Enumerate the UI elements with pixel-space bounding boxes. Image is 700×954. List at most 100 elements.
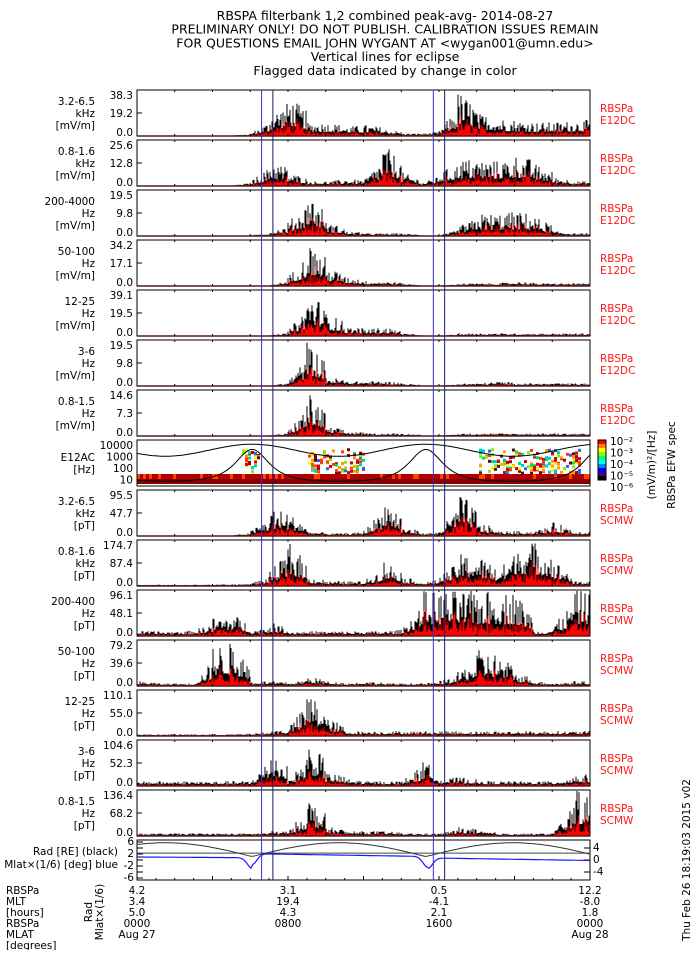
y-tick-label: 2 — [127, 848, 134, 860]
y-tick-label: 4 — [593, 842, 600, 854]
y-tick-label: 9.8 — [116, 208, 133, 220]
spectrogram-cell — [308, 474, 311, 480]
y-axis-label: 0.8-1.6 — [58, 146, 96, 158]
colorbar-tick-label: 10⁻² — [610, 436, 633, 448]
y-tick-label: 174.7 — [103, 540, 133, 552]
spectrogram-cell — [515, 474, 518, 480]
spectrogram-cell — [311, 474, 314, 480]
spectrogram-cell — [248, 451, 251, 455]
spectrogram-cell — [317, 474, 320, 480]
spectrogram-cell — [524, 467, 527, 471]
spectrogram-cell — [323, 451, 326, 455]
spectrogram-cell — [578, 468, 581, 472]
panel-frame — [136, 689, 591, 737]
spectrogram-cell — [530, 462, 533, 466]
spectrogram-cell — [551, 464, 554, 468]
peak-trace — [136, 342, 590, 387]
spectrogram-cell — [488, 454, 491, 458]
y-tick-label: 0.0 — [116, 327, 133, 339]
spectrogram-cell — [152, 474, 155, 480]
y-axis-label: 12-25 — [64, 696, 95, 708]
peak-trace — [136, 643, 590, 687]
colorbar-swatch — [598, 456, 606, 460]
spectrogram-cell — [494, 474, 497, 480]
side-label: Rad — [83, 902, 95, 922]
spectrogram-cell — [566, 452, 569, 456]
title-line: PRELIMINARY ONLY! DO NOT PUBLISH. CALIBR… — [171, 22, 598, 37]
y-tick-label: 19.2 — [110, 108, 133, 120]
spectrogram-cell — [557, 466, 560, 470]
spectrogram-cell — [506, 468, 509, 472]
spectrogram-cell — [485, 455, 488, 459]
spectrogram-cell — [263, 474, 266, 480]
spectrogram-cell — [572, 458, 575, 462]
y-axis-label: 3.2-6.5 — [58, 496, 95, 508]
y-tick-label: 95.5 — [110, 490, 133, 502]
spectrogram-cell — [158, 474, 161, 480]
spectrogram-cell — [311, 467, 314, 471]
y-tick-label: 6 — [127, 836, 134, 848]
spectrogram-cell — [347, 448, 350, 452]
y-tick-label: 12.8 — [110, 158, 133, 170]
y-axis-label: [mV/m] — [56, 170, 95, 182]
y-axis-label: Hz — [82, 808, 96, 820]
spectrogram-cell — [257, 456, 260, 460]
y-axis-label: kHz — [76, 108, 96, 120]
y-tick-label: 0.0 — [116, 777, 133, 789]
spectrogram-cell — [542, 465, 545, 469]
spectrogram-cell — [542, 463, 545, 467]
spectrogram-cell — [278, 474, 281, 480]
spectrogram-cell — [545, 474, 548, 480]
spectrogram-cell — [404, 474, 407, 480]
spectrogram-cell — [341, 474, 344, 480]
colorbar-label: (mV/m)²/[Hz] — [646, 431, 658, 500]
axis-value: 4.3 — [280, 907, 297, 919]
spectrogram-cell — [341, 462, 344, 466]
spectrogram-cell — [323, 455, 326, 459]
spectrogram-cell — [407, 474, 410, 480]
y-tick-label: -4 — [593, 866, 604, 878]
spectrogram-cell — [533, 453, 536, 457]
side-label: Mlat×(1/6) — [94, 884, 106, 940]
axis-value: -8.0 — [580, 896, 601, 908]
instrument-label: RBSPa — [600, 803, 633, 815]
panel-frame — [136, 789, 591, 837]
spectrogram-cell — [494, 460, 497, 464]
instrument-label: E12DC — [600, 115, 635, 127]
colorbar-swatch — [598, 460, 606, 464]
y-tick-label: 0.0 — [116, 627, 133, 639]
spectrogram-cell — [191, 474, 194, 480]
spectrogram-cell — [338, 474, 341, 480]
spectrogram-cell — [344, 460, 347, 464]
y-tick-label: 10 — [120, 475, 133, 487]
spectrogram-cell — [353, 455, 356, 459]
spectrogram-cell — [548, 462, 551, 466]
spectrogram-cell — [395, 474, 398, 480]
spectrogram-cell — [428, 474, 431, 480]
spectrogram-cell — [533, 465, 536, 469]
eclipse-lines — [261, 90, 446, 880]
title-line: Flagged data indicated by change in colo… — [253, 63, 517, 78]
spectrogram-cell — [248, 456, 251, 460]
y-tick-label: 14.6 — [110, 390, 134, 402]
average-trace — [136, 516, 590, 537]
spectrogram-cell — [218, 474, 221, 480]
panel-frame — [136, 289, 591, 337]
spectrogram-cell — [308, 454, 311, 458]
spectrogram-cell — [461, 474, 464, 480]
axis-value: 0000 — [577, 918, 604, 930]
spectrogram-cell — [188, 474, 191, 480]
instrument-label: RBSPa — [600, 603, 633, 615]
spectrogram-cell — [173, 474, 176, 480]
spectrogram-cell — [254, 456, 257, 460]
y-axis-label: Hz — [82, 658, 96, 670]
colorbar-tick-label: 10⁻⁴ — [610, 459, 633, 471]
y-tick-label: 19.5 — [110, 308, 133, 320]
spectrogram-cell — [221, 474, 224, 480]
instrument-label: SCMW — [600, 615, 634, 627]
spectrogram-cell — [500, 462, 503, 466]
spectrogram-cell — [479, 455, 482, 459]
axis-value: 4.2 — [129, 885, 146, 897]
